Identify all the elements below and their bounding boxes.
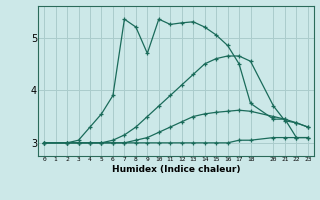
X-axis label: Humidex (Indice chaleur): Humidex (Indice chaleur)	[112, 165, 240, 174]
